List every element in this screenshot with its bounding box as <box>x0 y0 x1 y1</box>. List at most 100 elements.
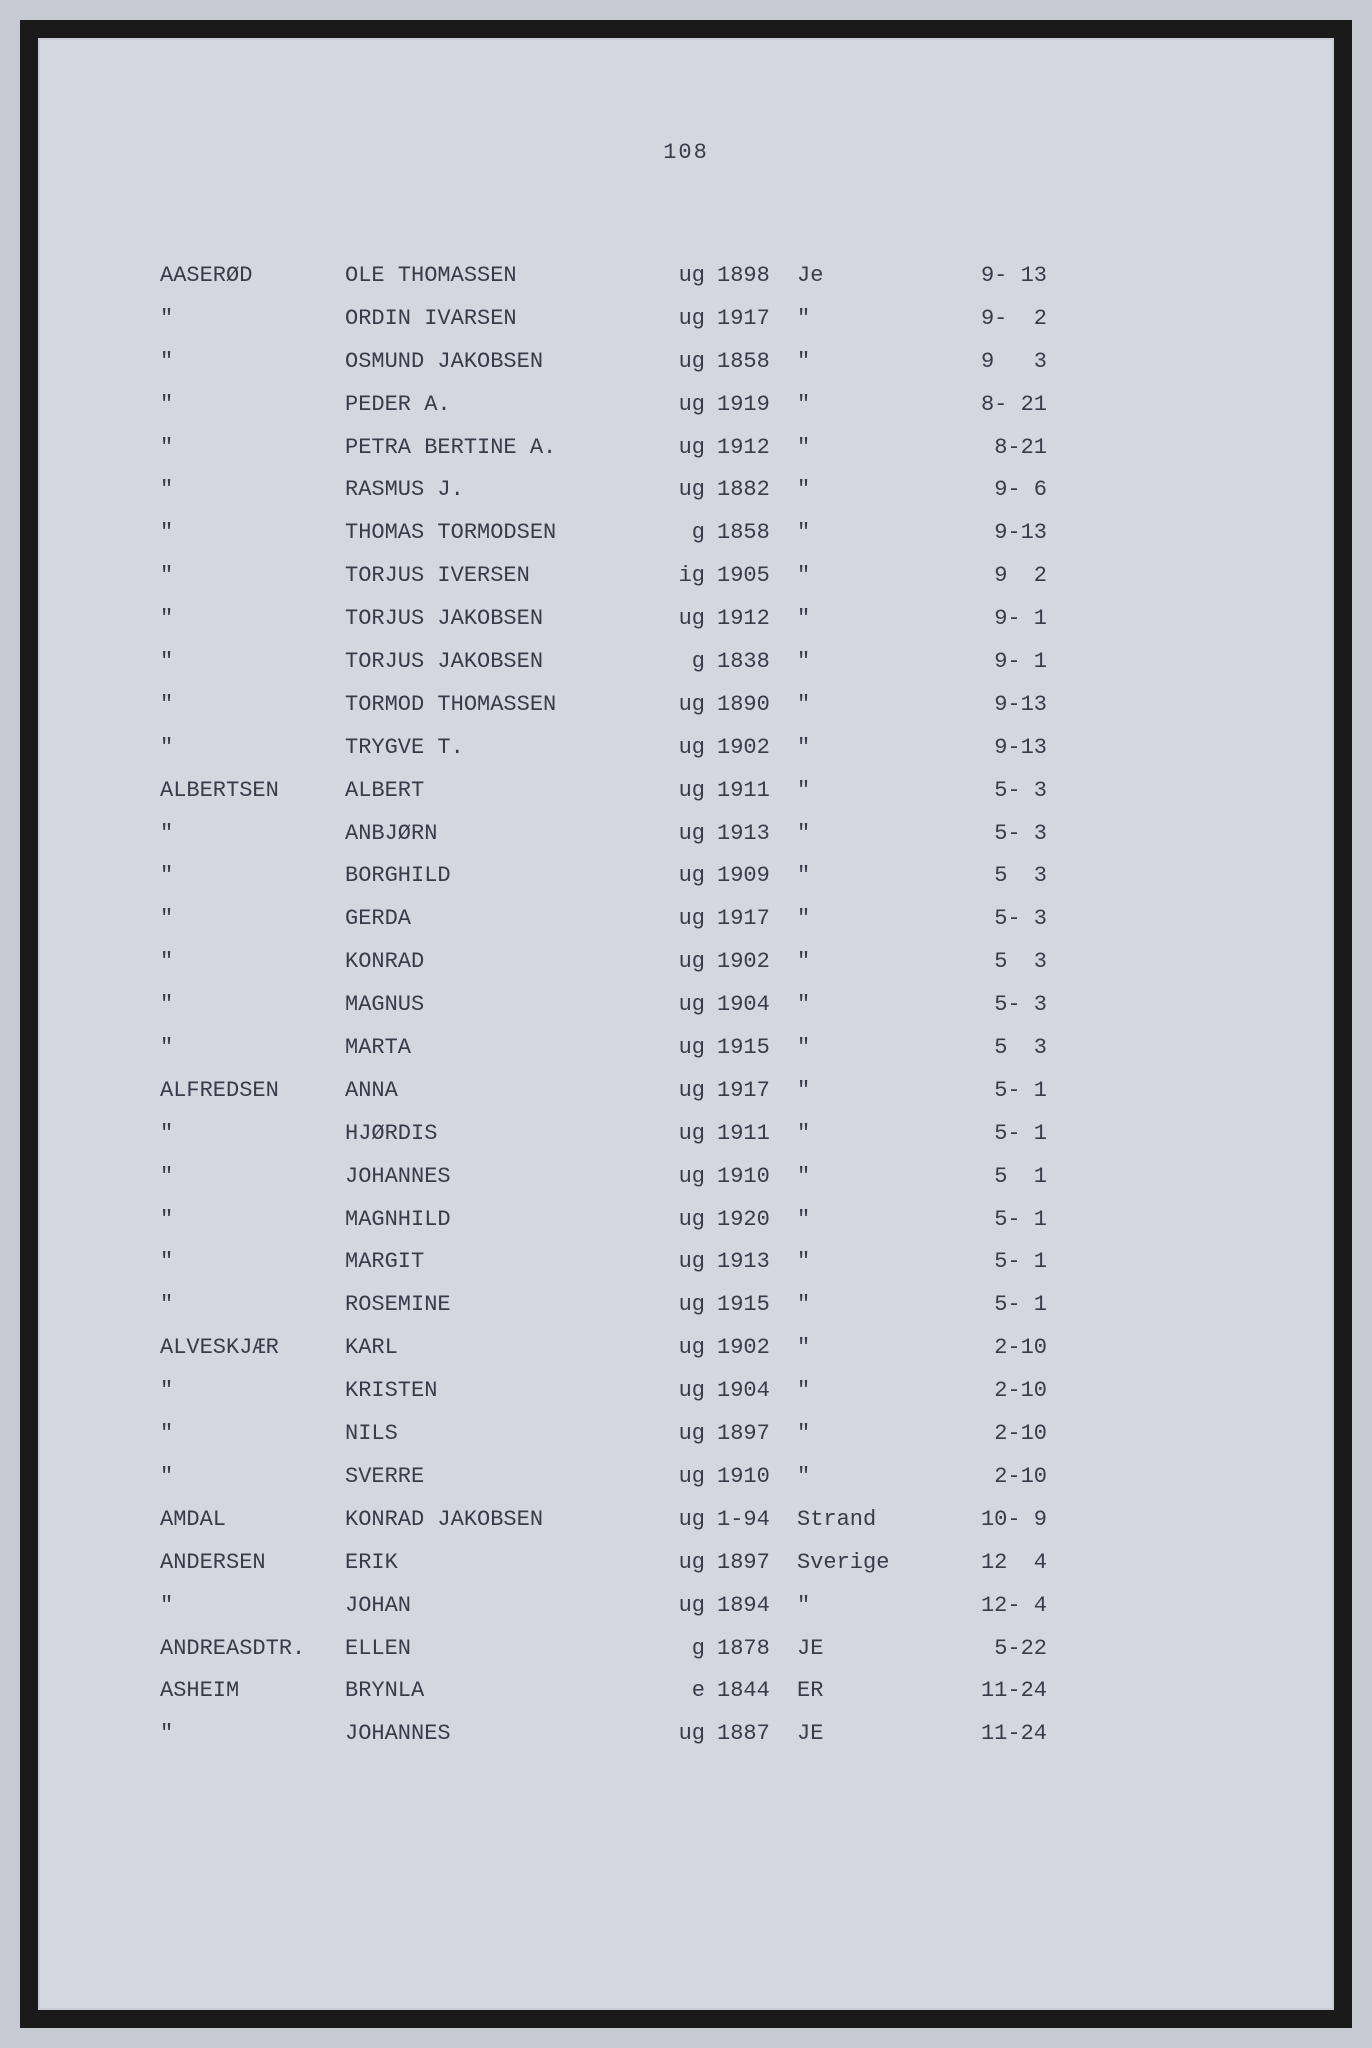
name-cell: ROSEMINE <box>345 1284 655 1327</box>
reference-cell: 5- 3 <box>937 770 1047 813</box>
name-cell: TORJUS IVERSEN <box>345 555 655 598</box>
place-cell: " <box>797 941 937 984</box>
surname-cell: " <box>160 512 345 555</box>
reference-cell: 2-10 <box>937 1456 1047 1499</box>
name-cell: ANBJØRN <box>345 813 655 856</box>
place-cell: " <box>797 641 937 684</box>
reference-cell: 9-13 <box>937 727 1047 770</box>
status-cell: ug <box>655 384 717 427</box>
surname-cell: ALFREDSEN <box>160 1070 345 1113</box>
reference-cell: 8-21 <box>937 427 1047 470</box>
table-row: "JOHANug1894"12- 4 <box>160 1585 1212 1628</box>
surname-cell: AASERØD <box>160 255 345 298</box>
reference-cell: 10- 9 <box>937 1499 1047 1542</box>
year-cell: 1902 <box>717 1327 797 1370</box>
table-row: "NILSug1897"2-10 <box>160 1413 1212 1456</box>
table-row: ALVESKJÆRKARLug1902"2-10 <box>160 1327 1212 1370</box>
table-row: ASHEIMBRYNLAe1844ER11-24 <box>160 1670 1212 1713</box>
year-cell: 1917 <box>717 1070 797 1113</box>
name-cell: BORGHILD <box>345 855 655 898</box>
name-cell: PETRA BERTINE A. <box>345 427 655 470</box>
name-cell: ANNA <box>345 1070 655 1113</box>
surname-cell: " <box>160 684 345 727</box>
table-row: "MARTAug1915"5 3 <box>160 1027 1212 1070</box>
table-row: ALFREDSENANNAug1917"5- 1 <box>160 1070 1212 1113</box>
year-cell: 1898 <box>717 255 797 298</box>
table-row: "KONRADug1902"5 3 <box>160 941 1212 984</box>
status-cell: ug <box>655 813 717 856</box>
table-row: ANDERSENERIKug1897Sverige12 4 <box>160 1542 1212 1585</box>
place-cell: " <box>797 855 937 898</box>
reference-cell: 8- 21 <box>937 384 1047 427</box>
name-cell: THOMAS TORMODSEN <box>345 512 655 555</box>
table-row: "PEDER A.ug1919"8- 21 <box>160 384 1212 427</box>
status-cell: ug <box>655 684 717 727</box>
table-row: "OSMUND JAKOBSENug1858"9 3 <box>160 341 1212 384</box>
place-cell: " <box>797 727 937 770</box>
year-cell: 1911 <box>717 1113 797 1156</box>
place-cell: " <box>797 684 937 727</box>
place-cell: " <box>797 1413 937 1456</box>
surname-cell: " <box>160 1585 345 1628</box>
surname-cell: " <box>160 427 345 470</box>
surname-cell: " <box>160 984 345 1027</box>
name-cell: ORDIN IVARSEN <box>345 298 655 341</box>
status-cell: ug <box>655 427 717 470</box>
name-cell: GERDA <box>345 898 655 941</box>
place-cell: Je <box>797 255 937 298</box>
name-cell: TORJUS JAKOBSEN <box>345 641 655 684</box>
table-row: "TORMOD THOMASSENug1890"9-13 <box>160 684 1212 727</box>
table-row: "TORJUS IVERSENig1905"9 2 <box>160 555 1212 598</box>
status-cell: ug <box>655 1156 717 1199</box>
name-cell: JOHAN <box>345 1585 655 1628</box>
name-cell: TRYGVE T. <box>345 727 655 770</box>
name-cell: MAGNUS <box>345 984 655 1027</box>
place-cell: " <box>797 1199 937 1242</box>
status-cell: ug <box>655 984 717 1027</box>
surname-cell: " <box>160 727 345 770</box>
status-cell: ug <box>655 298 717 341</box>
name-cell: BRYNLA <box>345 1670 655 1713</box>
reference-cell: 9- 1 <box>937 641 1047 684</box>
table-row: "TRYGVE T.ug1902"9-13 <box>160 727 1212 770</box>
reference-cell: 5- 3 <box>937 898 1047 941</box>
reference-cell: 5- 3 <box>937 984 1047 1027</box>
year-cell: 1912 <box>717 427 797 470</box>
reference-cell: 11-24 <box>937 1670 1047 1713</box>
place-cell: " <box>797 1284 937 1327</box>
name-cell: ALBERT <box>345 770 655 813</box>
name-cell: JOHANNES <box>345 1713 655 1756</box>
place-cell: Sverige <box>797 1542 937 1585</box>
year-cell: 1887 <box>717 1713 797 1756</box>
place-cell: " <box>797 1027 937 1070</box>
surname-cell: " <box>160 298 345 341</box>
name-cell: MAGNHILD <box>345 1199 655 1242</box>
table-row: ANDREASDTR.ELLENg1878JE5-22 <box>160 1628 1212 1671</box>
name-cell: JOHANNES <box>345 1156 655 1199</box>
surname-cell: " <box>160 855 345 898</box>
year-cell: 1915 <box>717 1027 797 1070</box>
status-cell: ug <box>655 1370 717 1413</box>
place-cell: " <box>797 1456 937 1499</box>
surname-cell: " <box>160 1370 345 1413</box>
place-cell: Strand <box>797 1499 937 1542</box>
reference-cell: 9-13 <box>937 512 1047 555</box>
status-cell: ug <box>655 727 717 770</box>
year-cell: 1902 <box>717 727 797 770</box>
surname-cell: " <box>160 341 345 384</box>
table-row: "MAGNUSug1904"5- 3 <box>160 984 1212 1027</box>
reference-cell: 2-10 <box>937 1413 1047 1456</box>
reference-cell: 12 4 <box>937 1542 1047 1585</box>
reference-cell: 5- 1 <box>937 1070 1047 1113</box>
reference-cell: 5-22 <box>937 1628 1047 1671</box>
surname-cell: ALVESKJÆR <box>160 1327 345 1370</box>
status-cell: ug <box>655 898 717 941</box>
status-cell: e <box>655 1670 717 1713</box>
place-cell: " <box>797 469 937 512</box>
reference-cell: 5 3 <box>937 1027 1047 1070</box>
surname-cell: " <box>160 898 345 941</box>
name-cell: KONRAD JAKOBSEN <box>345 1499 655 1542</box>
status-cell: ug <box>655 1456 717 1499</box>
table-row: "MARGITug1913"5- 1 <box>160 1241 1212 1284</box>
year-cell: 1910 <box>717 1156 797 1199</box>
